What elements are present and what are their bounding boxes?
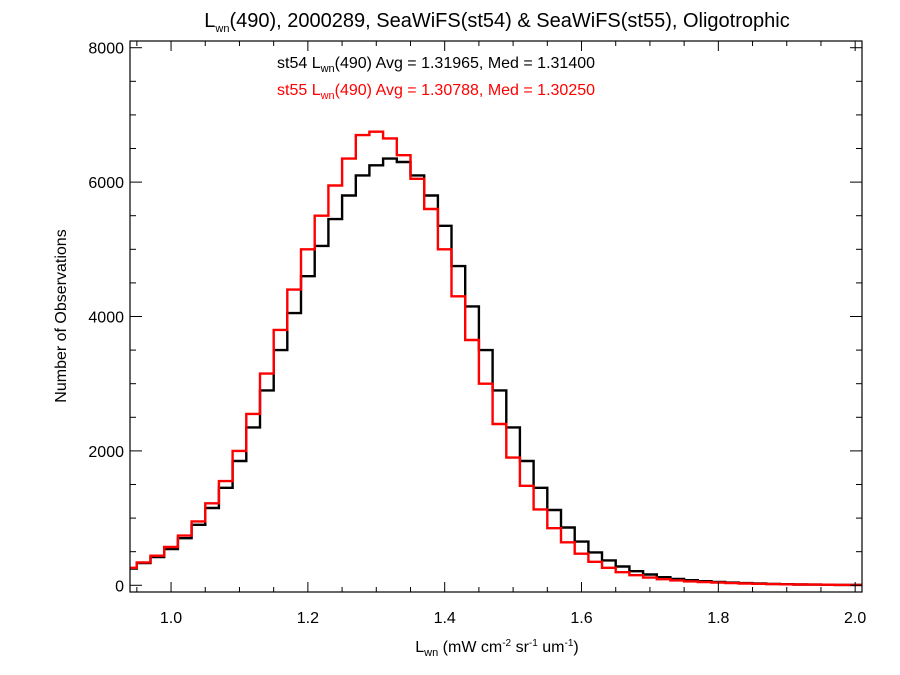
- series-line-st55: [130, 130, 862, 587]
- plot-area: 1.0 1.2 1.4 1.6 1.8 2.0 0 2000 4000 6000 8000: [88, 40, 866, 627]
- y-tick-label: 8000: [88, 41, 124, 58]
- series-stat-st54: st54 Lwn(490) Avg = 1.31965, Med = 1.314…: [277, 55, 595, 75]
- chart-title: Lwn(490), 2000289, SeaWiFS(st54) & SeaWi…: [204, 10, 789, 35]
- y-tick-label: 2000: [88, 444, 124, 461]
- x-tick-label: 1.0: [160, 610, 182, 627]
- y-tick-label: 0: [115, 578, 124, 595]
- y-tick-label: 4000: [88, 310, 124, 327]
- plot-frame: [129, 40, 863, 593]
- series-stat-st55: st55 Lwn(490) Avg = 1.30788, Med = 1.302…: [277, 82, 595, 102]
- x-tick-label: 2.0: [844, 610, 866, 627]
- x-tick-label: 1.2: [297, 610, 319, 627]
- x-axis-label: Lwn (mW cm-2 sr-1 um-1): [415, 638, 578, 659]
- x-tick-label: 1.8: [707, 610, 729, 627]
- x-tick-label: 1.6: [570, 610, 592, 627]
- x-tick-label: 1.4: [434, 610, 456, 627]
- y-tick-label: 6000: [88, 175, 124, 192]
- series-line-st54: [130, 157, 862, 587]
- y-axis-label: Number of Observations: [53, 229, 70, 402]
